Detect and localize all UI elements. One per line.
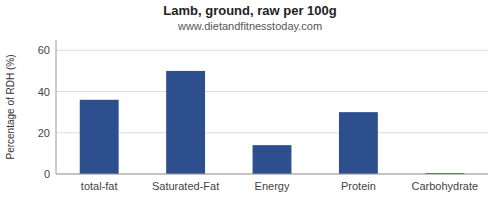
grid-line	[56, 50, 488, 51]
x-tick-label: Saturated-Fat	[152, 180, 219, 192]
x-tick-label: Protein	[341, 180, 376, 192]
chart-container: Lamb, ground, raw per 100g www.dietandfit…	[0, 0, 500, 200]
bar	[339, 112, 378, 174]
y-tick-label: 0	[44, 168, 50, 180]
x-axis-line	[56, 174, 488, 175]
title: Lamb, ground, raw per 100g	[163, 3, 336, 18]
bar	[80, 100, 119, 174]
y-tick-label: 40	[38, 86, 50, 98]
grid-line	[56, 91, 488, 92]
x-tick-label: Carbohydrate	[411, 180, 478, 192]
y-axis-line	[56, 40, 57, 174]
grid-line	[56, 132, 488, 133]
bar	[166, 71, 205, 174]
y-tick-label: 20	[38, 127, 50, 139]
bars	[80, 71, 464, 174]
y-tick-label: 60	[38, 44, 50, 56]
chart-svg: Lamb, ground, raw per 100g www.dietandfit…	[0, 0, 500, 200]
x-tick-label: total-fat	[81, 180, 118, 192]
grid-line	[56, 174, 488, 175]
bar	[253, 145, 292, 174]
y-axis-label: Percentage of RDH (%)	[5, 54, 16, 159]
subtitle: www.dietandfitnesstoday.com	[177, 20, 322, 32]
x-tick-label: Energy	[255, 180, 290, 192]
